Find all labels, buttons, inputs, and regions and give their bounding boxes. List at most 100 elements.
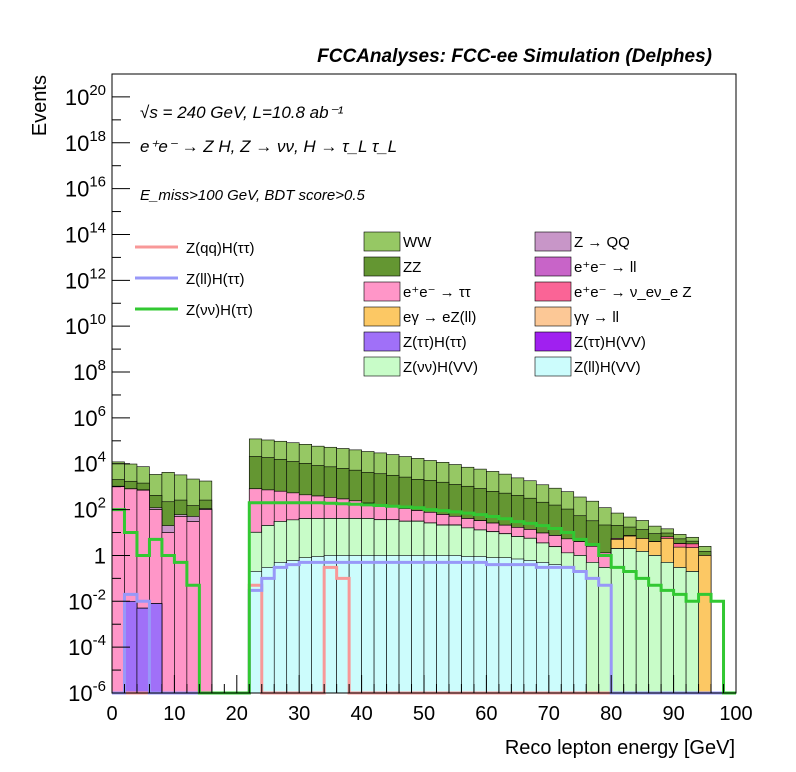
y-tick-label: 1010	[65, 311, 106, 339]
legend-fill-swatch	[363, 231, 401, 252]
legend-label: Z(ττ)H(ττ)	[403, 334, 467, 351]
bar	[298, 557, 312, 694]
bar	[261, 567, 275, 694]
x-tick-label: 60	[475, 703, 497, 725]
legend: Z(qq)H(ττ) Z(ll)H(ττ) Z(νν)H(ττ) WW Z → QQ ZZ…	[135, 231, 692, 377]
y-tick-label: 106	[73, 403, 106, 431]
legend-label: ZZ	[403, 259, 421, 276]
bar	[149, 603, 163, 694]
legend-entry-e-ez-ll: eγ → eZ(ll)	[363, 306, 476, 327]
bar	[436, 555, 450, 694]
legend-label: Z(qq)H(ττ)	[186, 240, 255, 257]
x-tick-label: 30	[288, 703, 310, 725]
annotation-energy-lumi: √s = 240 GeV, L=10.8 ab⁻¹	[140, 103, 344, 122]
bar	[136, 607, 150, 694]
bar	[685, 571, 699, 694]
legend-entry-e-e: e⁺e⁻ → ττ	[363, 281, 471, 302]
y-tick-label: 10-6	[68, 678, 106, 706]
x-tick-label: 20	[226, 703, 248, 725]
legend-entry-z-qq-h: Z(qq)H(ττ)	[135, 240, 255, 257]
bar	[635, 551, 649, 694]
legend-entry-z-h-vv: Z(ττ)H(VV)	[534, 331, 646, 352]
y-tick-label: 10-2	[68, 586, 106, 614]
bar	[560, 567, 575, 694]
legend-fill-swatch	[363, 331, 401, 352]
legend-label: Z → QQ	[574, 234, 630, 251]
bar	[348, 555, 362, 694]
y-tick-label: 1	[94, 543, 106, 568]
legend-entry-e-e-e-e-z: e⁺e⁻ → ν_eν_e Z	[534, 281, 692, 302]
x-tick-label: 10	[163, 703, 185, 725]
bar	[498, 557, 512, 694]
bar	[386, 555, 400, 694]
legend-fill-swatch	[363, 281, 401, 302]
bar	[536, 562, 550, 694]
x-tick-label: 50	[413, 703, 435, 725]
bar	[648, 555, 662, 694]
y-tick-label: 10-4	[68, 632, 106, 660]
bar	[673, 567, 687, 694]
legend-entry-ww: WW	[363, 231, 432, 252]
legend-label: Z(ττ)H(VV)	[574, 334, 646, 351]
annotation-cuts: E_miss>100 GeV, BDT score>0.5	[140, 187, 365, 204]
bar	[373, 555, 387, 694]
legend-label: e⁺e⁻ → ττ	[403, 284, 471, 301]
bar	[573, 571, 587, 694]
bar	[448, 555, 462, 694]
legend-label: Z(ll)H(ττ)	[186, 271, 245, 288]
legend-fill-swatch	[534, 306, 572, 327]
bar	[174, 516, 188, 694]
x-tick-label: 90	[662, 703, 684, 725]
legend-fill-swatch	[534, 356, 572, 377]
legend-entry-z-ll-h: Z(ll)H(ττ)	[135, 271, 245, 288]
bar	[398, 555, 412, 694]
bar	[186, 521, 200, 694]
y-tick-label: 108	[73, 357, 106, 385]
legend-label: e⁺e⁻ → ν_eν_e Z	[574, 284, 692, 301]
bar	[273, 562, 288, 694]
legend-label: eγ → eZ(ll)	[403, 309, 476, 326]
y-tick-label: 1020	[65, 82, 106, 110]
bar	[423, 555, 437, 694]
x-tick-label: 100	[719, 703, 752, 725]
legend-fill-swatch	[534, 256, 572, 277]
bar	[486, 557, 500, 694]
legend-entry-z-h-vv: Z(νν)H(VV)	[363, 356, 478, 377]
legend-label: e⁺e⁻ → ll	[574, 259, 637, 276]
legend-label: Z(ll)H(VV)	[574, 359, 641, 376]
bar	[585, 562, 600, 694]
legend-entry-ll: γγ → ll	[534, 306, 619, 327]
bar	[610, 548, 624, 694]
y-tick-label: 1016	[65, 174, 106, 202]
x-tick-label: 0	[106, 703, 117, 725]
legend-fill-swatch	[363, 256, 401, 277]
legend-label: γγ → ll	[574, 309, 619, 326]
y-axis-label: Events	[29, 75, 51, 136]
bar	[311, 556, 325, 694]
legend-fill-swatch	[534, 281, 572, 302]
legend-label: Z(νν)H(VV)	[403, 359, 478, 376]
chart-title: FCCAnalyses: FCC-ee Simulation (Delphes)	[317, 46, 712, 67]
bar	[473, 556, 487, 694]
y-tick-label: 102	[73, 495, 106, 523]
annotation-process: e⁺e⁻ → Z H, Z → νν, H → τ_L τ_L	[140, 137, 397, 156]
bar	[111, 486, 125, 694]
bar	[698, 555, 712, 694]
bar	[323, 555, 337, 694]
bar	[336, 555, 350, 694]
bar	[461, 556, 475, 694]
bar	[361, 555, 375, 694]
y-tick-label: 104	[73, 449, 106, 477]
y-tick-label: 1014	[65, 219, 106, 247]
bar	[523, 560, 537, 694]
x-tick-label: 70	[538, 703, 560, 725]
axis-ticks: 0 10 20 30 40 50 60 70 80 90 10010-610-410-2110210…	[65, 73, 753, 725]
series-z-ll-h-vv	[248, 555, 587, 694]
bar	[511, 558, 525, 694]
legend-label: WW	[403, 234, 432, 251]
legend-entry-z-h: Z(ττ)H(ττ)	[363, 331, 467, 352]
legend-label: Z(νν)H(ττ)	[186, 302, 253, 319]
bar	[548, 564, 562, 694]
